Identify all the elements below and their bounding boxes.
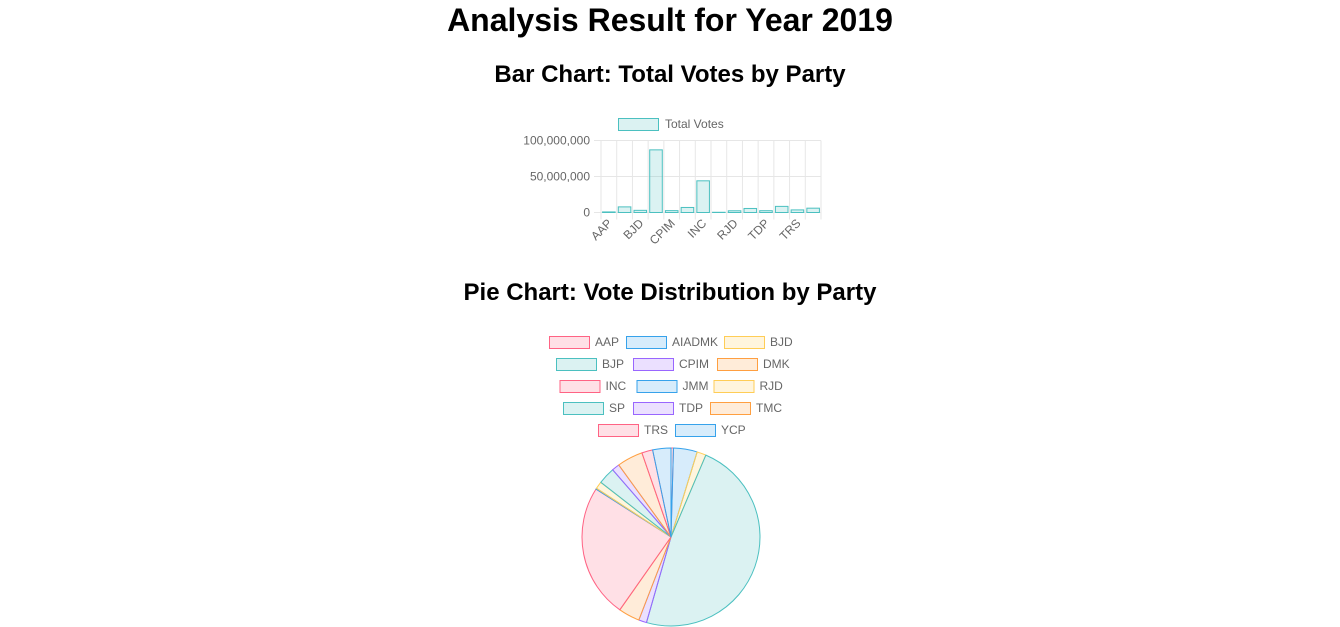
pie-legend-swatch-CPIM bbox=[633, 358, 674, 371]
page-title: Analysis Result for Year 2019 bbox=[447, 2, 893, 38]
pie-legend-label-SP: SP bbox=[609, 401, 625, 415]
bar-legend-swatch bbox=[618, 118, 659, 131]
pie-legend-label-DMK: DMK bbox=[763, 357, 790, 371]
pie-legend-label-CPIM: CPIM bbox=[679, 357, 709, 371]
bar-SP bbox=[743, 207, 758, 214]
bar-CPIM bbox=[664, 210, 679, 214]
pie-legend-label-JMM: JMM bbox=[683, 379, 709, 393]
pie-legend-swatch-JMM bbox=[636, 380, 678, 393]
pie-chart-title: Pie Chart: Vote Distribution by Party bbox=[463, 279, 877, 306]
pie-legend-swatch-INC bbox=[559, 380, 601, 393]
pie-slice-YCP bbox=[652, 447, 672, 538]
pie-legend-label-AIADMK: AIADMK bbox=[672, 335, 718, 349]
pie-legend-swatch-BJD bbox=[724, 336, 765, 349]
pie-legend-label-RJD: RJD bbox=[760, 379, 784, 393]
pie-legend-label-INC: INC bbox=[606, 379, 627, 393]
pie-legend-swatch-BJP bbox=[556, 358, 597, 371]
pie-legend-label-TRS: TRS bbox=[644, 423, 668, 437]
bar-legend-label: Total Votes bbox=[665, 117, 724, 131]
bar-YCP bbox=[806, 207, 820, 213]
bar-DMK bbox=[680, 206, 695, 214]
pie-legend-label-TMC: TMC bbox=[756, 401, 782, 415]
bar-AIADMK bbox=[617, 206, 632, 214]
bar-chart-title: Bar Chart: Total Votes by Party bbox=[494, 61, 846, 88]
pie-legend-label-AAP: AAP bbox=[595, 335, 619, 349]
pie-legend-label-BJP: BJP bbox=[602, 357, 624, 371]
bar-TDP bbox=[759, 210, 773, 213]
bar-BJP bbox=[649, 149, 663, 213]
pie-legend-swatch-TDP bbox=[633, 402, 674, 415]
pie-legend-swatch-TRS bbox=[598, 424, 639, 437]
bar-INC bbox=[696, 180, 710, 214]
pie-legend-label-TDP: TDP bbox=[679, 401, 703, 415]
pie-legend-swatch-YCP bbox=[675, 424, 716, 437]
pie-legend-swatch-DMK bbox=[717, 358, 758, 371]
pie-legend-swatch-AAP bbox=[549, 336, 590, 349]
pie-legend-swatch-SP bbox=[563, 402, 604, 415]
pie-legend-swatch-RJD bbox=[713, 380, 755, 393]
bar-BJD bbox=[633, 209, 648, 213]
bar-TRS bbox=[790, 209, 805, 214]
pie-legend-label-BJD: BJD bbox=[770, 335, 793, 349]
bar-TMC bbox=[774, 205, 789, 214]
pie-legend-swatch-AIADMK bbox=[626, 336, 667, 349]
pie-legend-label-YCP: YCP bbox=[721, 423, 746, 437]
pie-legend-swatch-TMC bbox=[710, 402, 751, 415]
bar-y-tick-label: 0 bbox=[583, 206, 590, 220]
bar-y-tick-label: 50,000,000 bbox=[530, 170, 590, 184]
pie-slice-INC bbox=[581, 488, 672, 611]
bar-y-tick-label: 100,000,000 bbox=[523, 134, 590, 148]
bar-AAP bbox=[602, 211, 616, 213]
bar-RJD bbox=[727, 210, 742, 214]
pie-slice-BJP bbox=[645, 454, 761, 627]
